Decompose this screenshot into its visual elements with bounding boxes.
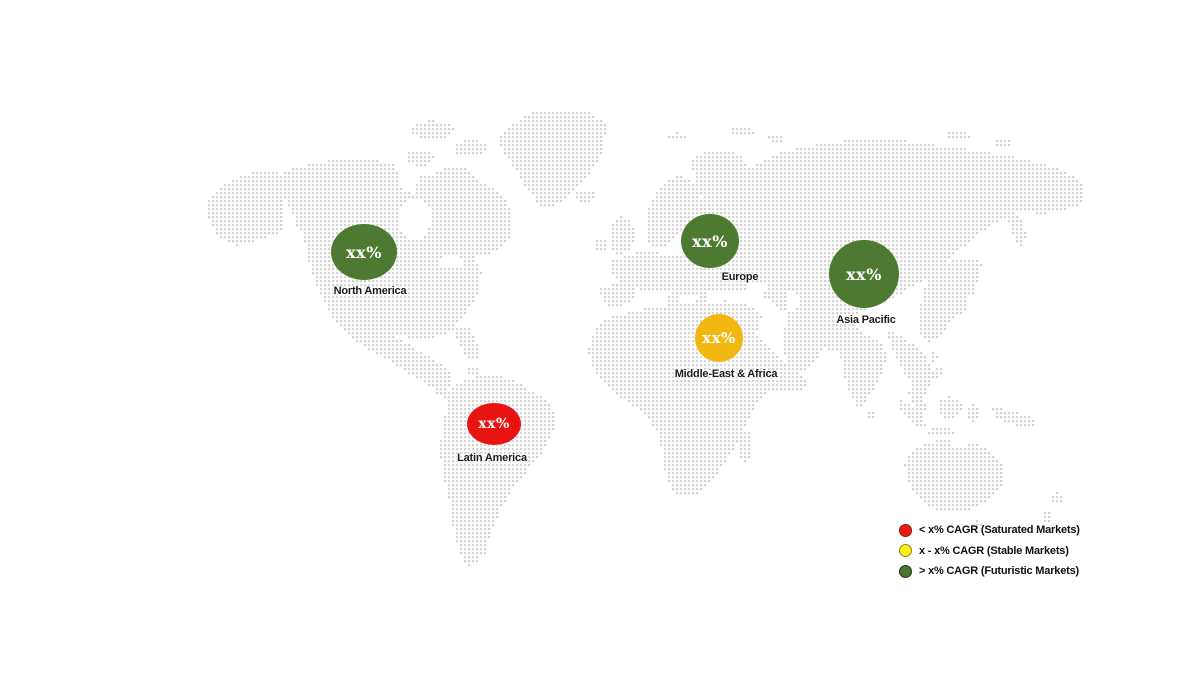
region-value: xx% — [702, 329, 736, 347]
region-label-asia-pacific: Asia Pacific — [836, 314, 896, 326]
region-label-north-america: North America — [333, 285, 407, 297]
region-value: xx% — [846, 264, 882, 284]
region-bubble-asia-pacific: xx% — [829, 240, 899, 308]
world-map-dots — [208, 112, 1083, 567]
legend-item-stable: x - x% CAGR (Stable Markets) — [899, 541, 1080, 562]
yellow-circle-icon — [899, 544, 912, 558]
region-bubble-north-america: xx% — [331, 224, 397, 280]
legend: < x% CAGR (Saturated Markets) x - x% CAG… — [899, 520, 1080, 582]
red-circle-icon — [899, 523, 912, 537]
region-label-latin-america: Latin America — [457, 452, 527, 464]
legend-label: > x% CAGR (Futuristic Markets) — [919, 565, 1079, 578]
legend-item-futuristic: > x% CAGR (Futuristic Markets) — [899, 561, 1080, 582]
region-bubble-latin-america: xx% — [467, 403, 521, 445]
region-bubble-europe: xx% — [681, 214, 739, 268]
legend-label: < x% CAGR (Saturated Markets) — [919, 524, 1080, 537]
legend-item-saturated: < x% CAGR (Saturated Markets) — [899, 520, 1080, 541]
region-value: xx% — [478, 416, 510, 432]
region-value: xx% — [346, 242, 382, 262]
legend-label: x - x% CAGR (Stable Markets) — [919, 544, 1069, 557]
region-value: xx% — [692, 231, 728, 251]
green-circle-icon — [899, 564, 912, 578]
region-label-middle-east-africa: Middle-East & Africa — [674, 368, 778, 380]
region-label-europe: Europe — [721, 271, 759, 283]
region-bubble-middle-east-africa: xx% — [695, 314, 743, 362]
